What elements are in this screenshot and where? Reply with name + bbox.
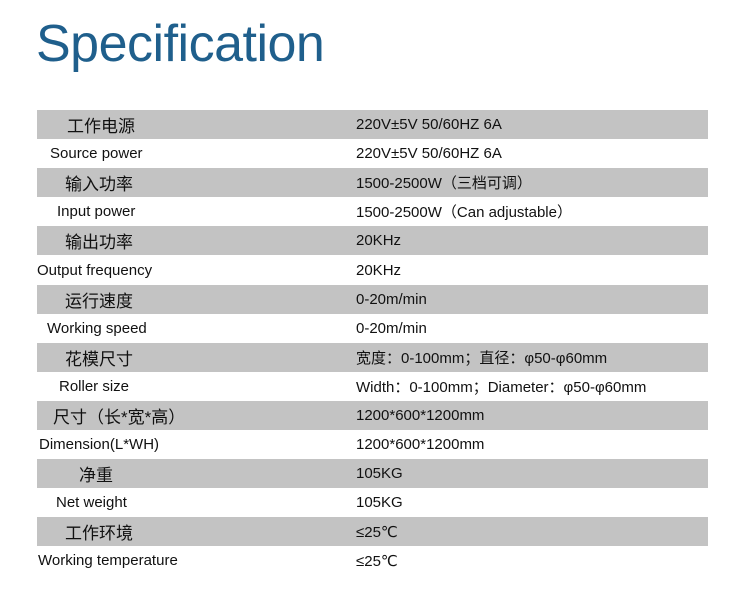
spec-value: 1200*600*1200mm (356, 406, 485, 424)
spec-value: 1500-2500W（三档可调） (356, 175, 532, 193)
spec-label: Working speed (47, 319, 147, 337)
spec-value: 20KHz (356, 261, 402, 279)
spec-value: ≤25℃ (356, 523, 398, 541)
spec-row: Net weight 105KG (37, 488, 708, 517)
page-title: Specification (36, 15, 325, 73)
spec-row: Roller size Width：0-100mm；Diameter：φ50-φ6… (37, 372, 708, 401)
spec-value: 0-20m/min (356, 319, 427, 337)
spec-row: 工作环境 ≤25℃ (37, 517, 708, 547)
spec-label: Output frequency (37, 261, 153, 279)
spec-value: 20KHz (356, 232, 402, 250)
spec-value: 1500-2500W（Can adjustable） (356, 204, 572, 222)
spec-label: 输入功率 (65, 175, 133, 195)
spec-row: Output frequency 20KHz (37, 255, 708, 284)
spec-label: Dimension(L*WH) (39, 436, 160, 454)
spec-row: 花模尺寸 宽度：0-100mm；直径：φ50-φ60mm (37, 342, 708, 372)
spec-label: 尺寸（长*宽*高） (53, 407, 186, 427)
spec-row: Working speed 0-20m/min (37, 314, 708, 343)
spec-label: Working temperature (38, 552, 178, 570)
spec-label: Net weight (56, 494, 127, 512)
spec-label: 工作电源 (67, 117, 135, 137)
spec-row: Working temperature ≤25℃ (37, 546, 708, 575)
spec-row: Input power 1500-2500W（Can adjustable） (37, 197, 708, 226)
spec-row: 输出功率 20KHz (37, 226, 708, 256)
spec-row: 输入功率 1500-2500W（三档可调） (37, 168, 708, 198)
spec-label: 花模尺寸 (65, 349, 133, 369)
spec-value: 105KG (356, 465, 403, 483)
spec-label: 净重 (79, 466, 113, 486)
spec-value: 0-20m/min (356, 290, 427, 308)
spec-label: Input power (57, 203, 136, 221)
spec-value: 宽度：0-100mm；直径：φ50-φ60mm (356, 349, 608, 367)
spec-label: Source power (50, 145, 143, 163)
spec-row: 工作电源 220V±5V 50/60HZ 6A (37, 110, 708, 140)
spec-value: 105KG (356, 494, 403, 512)
spec-table: 工作电源 220V±5V 50/60HZ 6A Source power 220V±5… (37, 110, 708, 576)
spec-row: Source power 220V±5V 50/60HZ 6A (37, 139, 708, 168)
spec-label: 输出功率 (65, 233, 133, 253)
spec-row: Dimension(L*WH) 1200*600*1200mm (37, 430, 708, 459)
spec-value: 220V±5V 50/60HZ 6A (356, 116, 502, 134)
spec-value: ≤25℃ (356, 552, 398, 570)
spec-label: 工作环境 (65, 524, 133, 544)
spec-label: Roller size (59, 377, 130, 395)
spec-row: 净重 105KG (37, 459, 708, 489)
spec-row: 运行速度 0-20m/min (37, 284, 708, 314)
spec-value: Width：0-100mm；Diameter：φ50-φ60mm (356, 378, 647, 396)
spec-value: 220V±5V 50/60HZ 6A (356, 145, 502, 163)
spec-value: 1200*600*1200mm (356, 436, 485, 454)
spec-row: 尺寸（长*宽*高） 1200*600*1200mm (37, 400, 708, 431)
spec-label: 运行速度 (65, 291, 133, 311)
